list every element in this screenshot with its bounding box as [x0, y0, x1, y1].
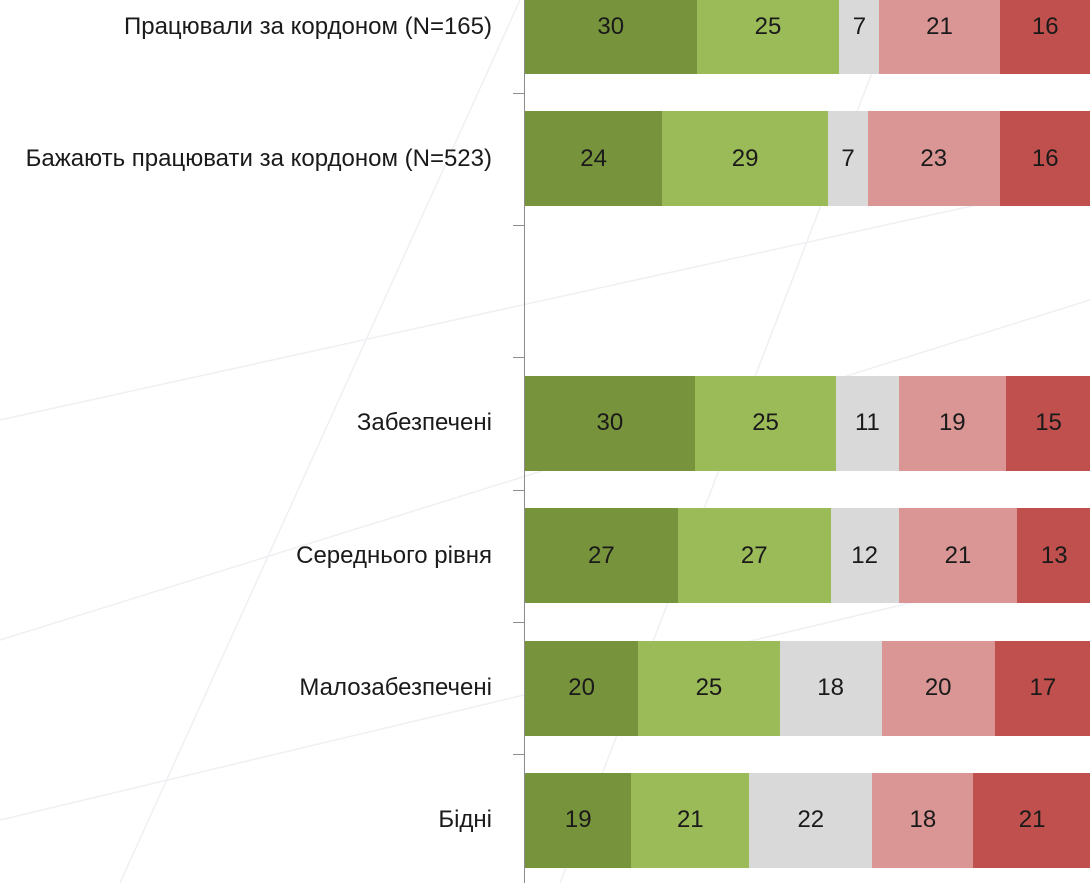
data-label: 13 [1040, 541, 1068, 569]
data-label: 19 [564, 806, 592, 834]
bar-segment: 19 [898, 375, 1007, 471]
bar-segment: 25 [638, 640, 780, 736]
data-label: 17 [1029, 674, 1057, 701]
data-label: 20 [924, 674, 952, 701]
bar-segment: 27 [525, 508, 678, 604]
bar-segment: 15 [1006, 375, 1090, 471]
bar-segment: 19 [525, 772, 632, 868]
data-label: 18 [817, 674, 844, 701]
category-label-text: Бажають працювати за кордоном (N=523) [25, 144, 492, 172]
bar-segment: 12 [830, 508, 899, 604]
bar-segment: 24 [525, 111, 663, 207]
bar-segment: 11 [836, 375, 899, 471]
bar-segment: 21 [879, 0, 1000, 74]
bar-segment: 7 [828, 111, 869, 207]
data-label: 19 [938, 409, 966, 437]
data-label: 23 [920, 144, 948, 172]
bar-segment: 21 [631, 772, 750, 868]
y-axis [524, 0, 525, 883]
data-label: 7 [841, 144, 855, 172]
category-label-text: Середнього рівня [296, 541, 492, 569]
category-label: Бідні [0, 805, 492, 835]
data-label: 7 [852, 12, 867, 40]
data-label: 25 [752, 409, 779, 437]
y-tick [513, 357, 524, 359]
data-label: 21 [1018, 806, 1046, 834]
bar-segment: 22 [749, 772, 873, 868]
data-label: 24 [580, 144, 607, 172]
category-label: Бажають працювати за кордоном (N=523) [0, 144, 492, 174]
category-label-text: Малозабезпечені [299, 674, 492, 701]
category-label-text: Працювали за кордоном (N=165) [123, 12, 492, 40]
y-tick [513, 92, 524, 94]
category-label-text: Бідні [438, 806, 492, 834]
bar-segment: 7 [839, 0, 880, 74]
bar-segment: 16 [999, 111, 1090, 207]
y-tick [513, 621, 524, 623]
bar-segment: 20 [881, 640, 995, 736]
bar-segment: 16 [999, 0, 1090, 74]
category-label: Працювали за кордоном (N=165) [0, 12, 492, 42]
data-label: 15 [1035, 409, 1062, 437]
data-label: 29 [731, 144, 759, 172]
bar-segment: 18 [872, 772, 974, 868]
category-label: Середнього рівня [0, 541, 492, 571]
bar-segment: 18 [779, 640, 882, 736]
data-label: 22 [797, 806, 825, 834]
data-label: 27 [588, 541, 615, 569]
data-label: 21 [944, 541, 972, 569]
data-label: 11 [854, 409, 880, 437]
bar-segment: 30 [525, 0, 697, 74]
bar-segment: 13 [1017, 508, 1090, 604]
bar-segment: 29 [662, 111, 828, 207]
data-label: 12 [851, 541, 878, 569]
bar-segment: 17 [994, 640, 1090, 736]
bar-segment: 20 [525, 640, 639, 736]
data-label: 27 [740, 541, 768, 569]
bar-segment: 30 [525, 375, 695, 471]
data-label: 16 [1031, 12, 1059, 40]
data-label: 20 [568, 674, 595, 701]
y-tick [513, 224, 524, 226]
data-label: 18 [909, 806, 937, 834]
y-tick [513, 489, 524, 491]
category-label: Малозабезпечені [0, 673, 492, 703]
bar-segment: 25 [696, 0, 840, 74]
data-label: 21 [676, 806, 704, 834]
data-label: 21 [926, 12, 953, 40]
category-label-text: Забезпечені [356, 409, 492, 437]
data-label: 30 [596, 409, 624, 437]
bar-segment: 27 [677, 508, 831, 604]
data-label: 25 [695, 674, 723, 701]
bar-segment: 25 [694, 375, 837, 471]
data-label: 30 [597, 12, 625, 40]
data-label: 16 [1031, 144, 1059, 172]
bar-segment: 21 [973, 772, 1090, 868]
data-label: 25 [754, 12, 782, 40]
bar-segment: 21 [898, 508, 1018, 604]
y-tick [513, 754, 524, 756]
bar-segment: 23 [868, 111, 1000, 207]
category-label: Забезпечені [0, 408, 492, 438]
